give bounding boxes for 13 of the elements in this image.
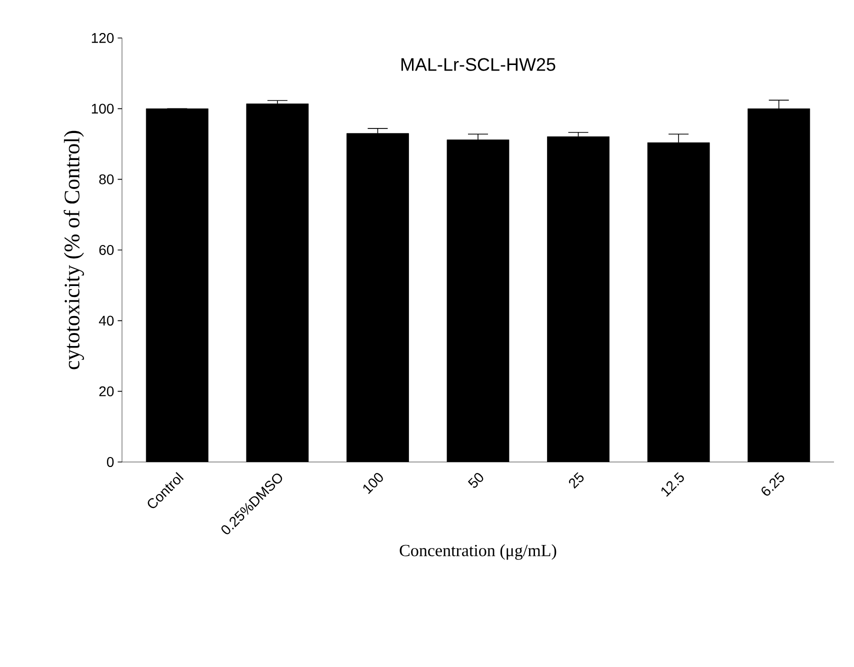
y-tick-label: 40 [98, 316, 114, 326]
y-tick-label: 60 [99, 245, 114, 255]
y-tick-label: 120 [92, 33, 114, 43]
y-tick-label: 100 [92, 104, 114, 114]
x-axis-title: Concentration (μg/mL) [400, 544, 556, 560]
text: MAL-Lr-SCL-HW25 [401, 58, 556, 71]
y-tick-label: 20 [99, 386, 114, 396]
x-tick-label: 50 [468, 473, 484, 488]
y-tick-label: 80 [99, 174, 114, 184]
y-axis-title: cytotoxicity (% of Control) [64, 130, 84, 370]
x-tick-label: 25 [568, 472, 584, 489]
y-tick-label: 0 [106, 457, 114, 467]
x-tick-label: 100 [363, 473, 383, 494]
